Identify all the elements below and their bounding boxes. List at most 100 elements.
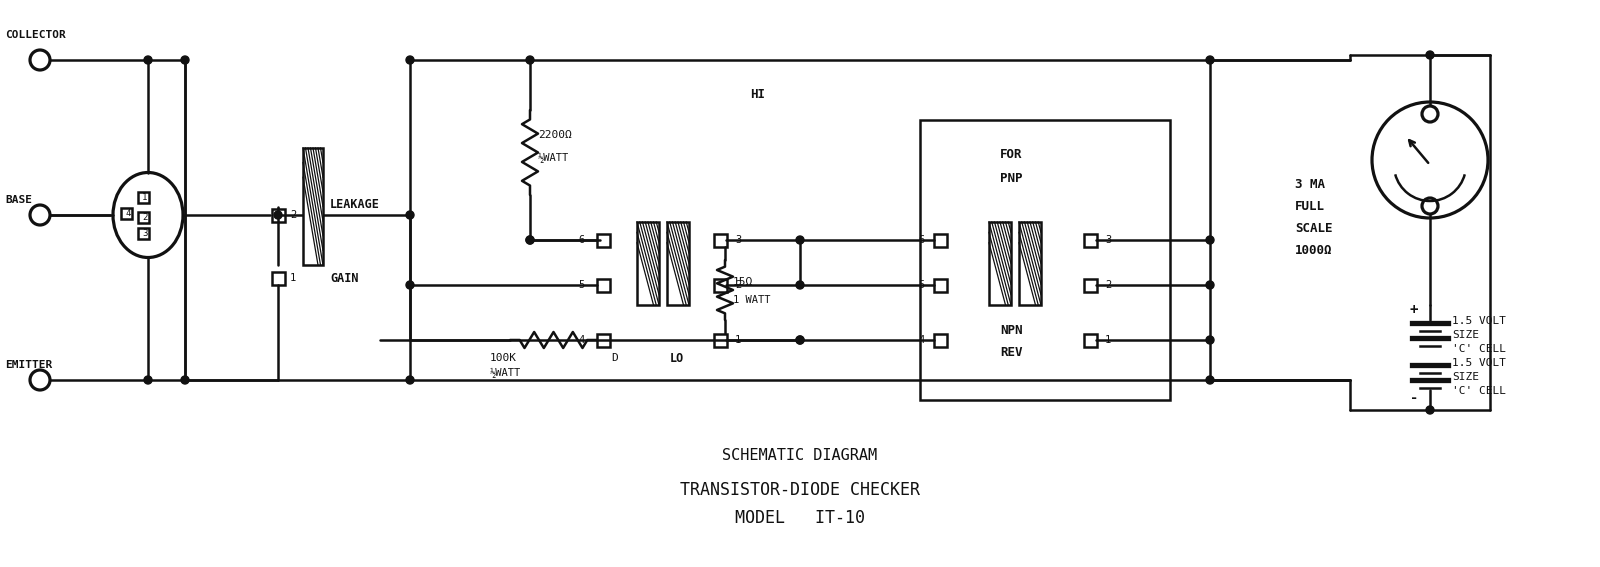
Text: FOR: FOR <box>1000 149 1022 162</box>
Circle shape <box>526 236 534 244</box>
Text: 1000Ω: 1000Ω <box>1294 244 1333 257</box>
Circle shape <box>181 56 189 64</box>
Text: +: + <box>1429 200 1437 214</box>
Text: BASE: BASE <box>5 195 32 205</box>
Text: LO: LO <box>670 352 685 365</box>
Bar <box>989 222 1011 305</box>
Circle shape <box>274 211 282 219</box>
Bar <box>302 148 323 265</box>
Bar <box>597 278 610 291</box>
Text: 1 WATT: 1 WATT <box>733 295 771 305</box>
Circle shape <box>30 370 50 390</box>
Circle shape <box>797 236 805 244</box>
Text: 6: 6 <box>918 235 925 245</box>
Text: EMITTER: EMITTER <box>5 360 53 370</box>
Text: 2: 2 <box>142 213 147 222</box>
Text: ½WATT: ½WATT <box>538 153 570 163</box>
Circle shape <box>526 236 534 244</box>
Text: 2: 2 <box>290 210 296 220</box>
Circle shape <box>30 50 50 70</box>
Circle shape <box>30 205 50 225</box>
Text: 2: 2 <box>1106 280 1112 290</box>
Circle shape <box>406 56 414 64</box>
Circle shape <box>526 56 534 64</box>
Circle shape <box>1422 198 1438 214</box>
Text: 15Ω: 15Ω <box>733 277 754 287</box>
Text: MODEL   IT-10: MODEL IT-10 <box>734 509 866 527</box>
Bar <box>714 234 726 247</box>
Circle shape <box>406 211 414 219</box>
Bar <box>272 272 285 285</box>
Text: -: - <box>1429 103 1437 117</box>
Text: SCALE: SCALE <box>1294 222 1333 235</box>
Text: 'C' CELL: 'C' CELL <box>1453 344 1506 354</box>
Text: TRANSISTOR-DIODE CHECKER: TRANSISTOR-DIODE CHECKER <box>680 481 920 499</box>
Text: 5: 5 <box>918 280 925 290</box>
Text: SIZE: SIZE <box>1453 372 1478 382</box>
Text: 3: 3 <box>1106 235 1112 245</box>
Bar <box>637 222 659 305</box>
Text: HI: HI <box>750 88 765 101</box>
Bar <box>1083 234 1096 247</box>
Text: 'C' CELL: 'C' CELL <box>1453 386 1506 396</box>
Text: -: - <box>1410 391 1418 405</box>
Bar <box>714 333 726 346</box>
Text: 1.5 VOLT: 1.5 VOLT <box>1453 358 1506 368</box>
Text: 2: 2 <box>734 280 741 290</box>
Bar <box>667 222 690 305</box>
Text: PNP: PNP <box>1000 171 1022 184</box>
Text: 1: 1 <box>142 193 147 201</box>
Text: NPN: NPN <box>1000 324 1022 336</box>
Text: 5: 5 <box>579 280 586 290</box>
Circle shape <box>406 376 414 384</box>
Text: LEAKAGE: LEAKAGE <box>330 198 379 211</box>
Text: 1: 1 <box>1106 335 1112 345</box>
Circle shape <box>797 336 805 344</box>
Bar <box>1083 333 1096 346</box>
Text: 4: 4 <box>918 335 925 345</box>
Bar <box>920 120 1170 400</box>
Text: SCHEMATIC DIAGRAM: SCHEMATIC DIAGRAM <box>723 447 877 463</box>
Text: 100K: 100K <box>490 353 517 363</box>
Bar <box>597 333 610 346</box>
Bar <box>120 208 131 218</box>
Bar <box>597 234 610 247</box>
Circle shape <box>1426 406 1434 414</box>
Bar <box>714 278 726 291</box>
Text: D: D <box>611 353 618 363</box>
Text: GAIN: GAIN <box>330 272 358 285</box>
Text: 3 MA: 3 MA <box>1294 179 1325 192</box>
Circle shape <box>1422 106 1438 122</box>
Bar <box>138 227 149 239</box>
Text: 2200Ω: 2200Ω <box>538 130 571 140</box>
Text: COLLECTOR: COLLECTOR <box>5 30 66 40</box>
Circle shape <box>1206 236 1214 244</box>
Bar <box>933 278 947 291</box>
Text: REV: REV <box>1000 345 1022 358</box>
Circle shape <box>1206 281 1214 289</box>
Circle shape <box>797 281 805 289</box>
Circle shape <box>144 376 152 384</box>
Circle shape <box>1426 51 1434 59</box>
Text: ½WATT: ½WATT <box>490 368 522 378</box>
Circle shape <box>1206 376 1214 384</box>
Circle shape <box>1206 56 1214 64</box>
Text: 3: 3 <box>142 229 147 238</box>
Text: 1: 1 <box>734 335 741 345</box>
Circle shape <box>406 281 414 289</box>
Text: SIZE: SIZE <box>1453 330 1478 340</box>
Text: 1.5 VOLT: 1.5 VOLT <box>1453 316 1506 326</box>
Text: 3: 3 <box>734 235 741 245</box>
Bar <box>138 192 149 202</box>
Bar <box>272 209 285 222</box>
Circle shape <box>181 376 189 384</box>
Bar <box>933 234 947 247</box>
Text: FULL: FULL <box>1294 201 1325 214</box>
Bar <box>138 211 149 222</box>
Text: 4: 4 <box>579 335 586 345</box>
Bar <box>933 333 947 346</box>
Bar <box>1019 222 1042 305</box>
Circle shape <box>144 56 152 64</box>
Bar <box>1083 278 1096 291</box>
Circle shape <box>797 336 805 344</box>
